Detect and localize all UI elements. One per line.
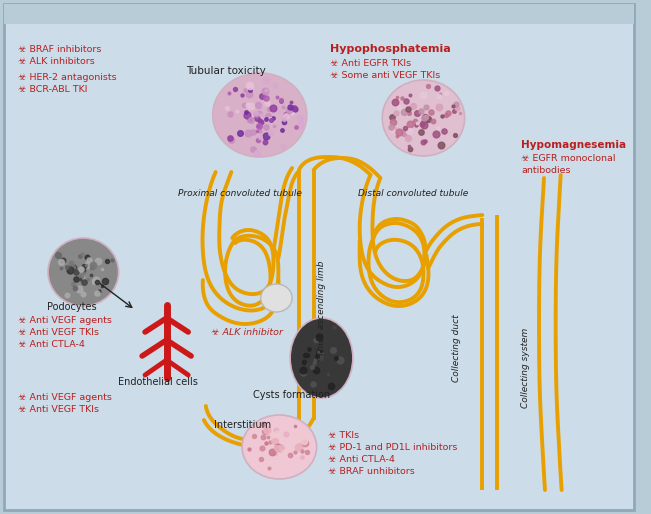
Text: ☣ HER-2 antagonists: ☣ HER-2 antagonists: [18, 73, 117, 82]
Text: ☣ TKIs: ☣ TKIs: [328, 431, 359, 440]
Text: ☣ BRAF inhibitors: ☣ BRAF inhibitors: [18, 45, 101, 54]
Text: Podocytes: Podocytes: [47, 302, 97, 312]
Text: Tubular toxicity: Tubular toxicity: [186, 66, 266, 76]
Text: Endothelial cells: Endothelial cells: [118, 377, 197, 387]
Text: ☣ Some anti VEGF TKIs: ☣ Some anti VEGF TKIs: [330, 71, 441, 80]
Text: ☣ PD-1 and PD1L inhibitors: ☣ PD-1 and PD1L inhibitors: [328, 443, 458, 452]
Text: Proximal convoluted tubule: Proximal convoluted tubule: [178, 189, 302, 198]
Text: Hypophosphatemia: Hypophosphatemia: [330, 44, 451, 54]
Text: antibodies: antibodies: [521, 166, 571, 175]
Text: ☣ Anti VEGF TKIs: ☣ Anti VEGF TKIs: [18, 405, 99, 414]
Bar: [4, 4, 634, 24]
Text: Collecting system: Collecting system: [521, 328, 530, 408]
Text: Hypomagnesemia: Hypomagnesemia: [521, 140, 626, 150]
Text: Thick ascending limb: Thick ascending limb: [317, 260, 326, 356]
Text: ☣ Anti EGFR TKIs: ☣ Anti EGFR TKIs: [330, 59, 411, 68]
Text: ☣ Anti CTLA-4: ☣ Anti CTLA-4: [328, 455, 395, 464]
Ellipse shape: [213, 73, 307, 157]
Text: Collecting duct: Collecting duct: [452, 314, 462, 382]
Ellipse shape: [261, 284, 292, 312]
FancyBboxPatch shape: [4, 4, 634, 510]
Text: ☣ Anti CTLA-4: ☣ Anti CTLA-4: [18, 340, 85, 349]
Text: ☣ EGFR monoclonal: ☣ EGFR monoclonal: [521, 154, 616, 163]
Text: ☣ Anti VEGF agents: ☣ Anti VEGF agents: [18, 316, 111, 325]
Text: ☣ ALK inhibitors: ☣ ALK inhibitors: [18, 57, 94, 66]
Text: ☣ BCR-ABL TKI: ☣ BCR-ABL TKI: [18, 85, 87, 94]
Text: Cysts formation: Cysts formation: [253, 390, 330, 400]
Ellipse shape: [382, 80, 465, 156]
Text: ☣ Anti VEGF TKIs: ☣ Anti VEGF TKIs: [18, 328, 99, 337]
Text: Distal convoluted tubule: Distal convoluted tubule: [358, 189, 468, 198]
Ellipse shape: [242, 415, 316, 479]
Text: Interstitium: Interstitium: [214, 420, 271, 430]
Text: ☣ Anti VEGF agents: ☣ Anti VEGF agents: [18, 393, 111, 402]
Ellipse shape: [48, 238, 118, 306]
Text: ☣ ALK inhibitor: ☣ ALK inhibitor: [211, 328, 283, 337]
Ellipse shape: [290, 318, 353, 398]
Text: ☣ BRAF unhibitors: ☣ BRAF unhibitors: [328, 467, 415, 476]
